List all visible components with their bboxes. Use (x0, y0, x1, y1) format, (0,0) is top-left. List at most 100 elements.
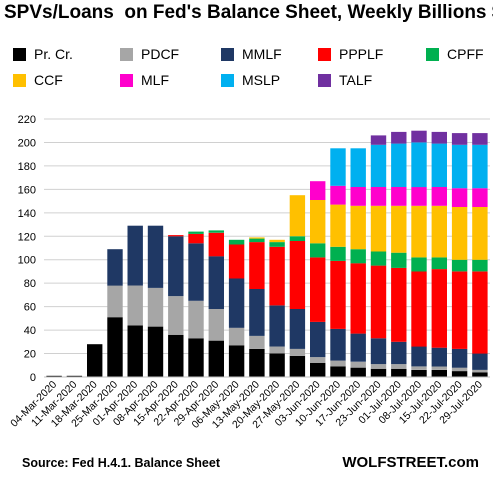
bar-segment-cpff (431, 257, 447, 270)
bar-segment-talf (370, 135, 387, 145)
bar-segment-pr-cr (208, 340, 224, 377)
bar-segment-ccf (431, 205, 447, 258)
bar-segment-ccf (370, 205, 387, 252)
bar-segment-ccf (249, 237, 265, 239)
bar-segment-cpff (350, 249, 366, 264)
bar-segment-ccf (411, 205, 427, 258)
bar-segment-ppplf (310, 257, 326, 322)
legend-swatch (13, 73, 26, 87)
bar-segment-cpff (228, 239, 245, 245)
bar-segment-pr-cr (107, 317, 123, 377)
bar-segment-cpff (451, 259, 468, 272)
bar-segment-cpff (188, 231, 204, 234)
bar-segment-pr-cr (330, 366, 346, 377)
bar-segment-mmlf (391, 341, 407, 365)
bar-segment-cpff (370, 251, 387, 266)
y-tick-label: 100 (18, 255, 36, 267)
legend-label: MMLF (242, 46, 282, 62)
bar-segment-mslp (451, 144, 468, 189)
bar-segment-ccf (310, 199, 326, 244)
bar-segment-pr-cr (127, 325, 143, 377)
bar-segment-mlf (370, 187, 387, 206)
bar-segment-mmlf (370, 338, 387, 365)
bar-segment-ppplf (188, 233, 204, 244)
bar-segment-mmlf (107, 249, 123, 286)
legend-swatch (221, 47, 234, 61)
bar-segment-mlf (350, 187, 366, 206)
bar-segment-ppplf (208, 232, 224, 257)
y-tick-label: 140 (18, 208, 36, 220)
bar-segment-cpff (269, 242, 285, 247)
bar-segment-mmlf (127, 225, 143, 286)
bar-segment-ppplf (350, 263, 366, 334)
legend-item-ppplf: PPPLF (318, 46, 383, 62)
bar-segment-mmlf (330, 328, 346, 361)
bar-segment-pdcf (330, 360, 346, 367)
bar-segment-mmlf (147, 225, 164, 288)
bar-segment-mmlf (208, 256, 224, 309)
bar-segment-pr-cr (472, 372, 488, 377)
bar-segment-pdcf (472, 370, 488, 373)
bar-segment-cpff (391, 252, 407, 268)
bar-segment-ppplf (168, 235, 184, 237)
bar-segment-mslp (411, 142, 427, 188)
legend-swatch (13, 47, 26, 61)
y-tick-label: 180 (18, 161, 36, 173)
bar-segment-mmlf (269, 305, 285, 347)
bar-segment-ppplf (330, 260, 346, 329)
legend-item-cpff: CPFF (426, 46, 484, 62)
chart-legend: Pr. Cr. PDCF MMLF PPPLF CPFF CCF MLF MSLP TALF (0, 46, 493, 98)
bar-segment-ppplf (289, 241, 306, 309)
bar-segment-cpff (289, 236, 306, 241)
bar-segment-mslp (350, 148, 366, 187)
legend-label: TALF (339, 72, 373, 88)
y-tick-label: 200 (18, 137, 36, 149)
bar-segment-cpff (411, 257, 427, 272)
bar-segment-mlf (411, 187, 427, 206)
bar-segment-mlf (310, 181, 326, 200)
bar-segment-pr-cr (66, 375, 83, 377)
bar-segment-ccf (472, 207, 488, 260)
legend-label: CCF (34, 72, 63, 88)
bar-segment-cpff (472, 259, 488, 272)
source-note: Source: Fed H.4.1. Balance Sheet (22, 456, 220, 470)
bar-segment-pr-cr (289, 355, 306, 377)
bar-segment-talf (391, 131, 407, 144)
legend-swatch (120, 47, 133, 61)
bar-segment-mslp (370, 144, 387, 187)
bar-segment-pdcf (289, 348, 306, 356)
bar-segment-mlf (330, 185, 346, 205)
bar-segment-mlf (451, 188, 468, 207)
chart-title: SPVs/Loans on Fed's Balance Sheet, Weekl… (4, 2, 493, 23)
bar-segment-mslp (472, 144, 488, 189)
bar-segment-pdcf (208, 309, 224, 341)
legend-swatch (318, 73, 331, 87)
legend-item-pdcf: PDCF (120, 46, 179, 62)
bar-segment-mmlf (228, 278, 245, 328)
bar-segment-talf (472, 133, 488, 145)
bar-segment-pdcf (168, 296, 184, 335)
bar-segment-ppplf (451, 271, 468, 349)
bar-segment-pr-cr (269, 353, 285, 377)
bar-segment-pr-cr (350, 367, 366, 377)
legend-item-mmlf: MMLF (221, 46, 282, 62)
y-tick-label: 220 (18, 114, 36, 126)
bar-segment-mmlf (411, 346, 427, 367)
bar-segment-pr-cr (168, 334, 184, 377)
bar-segment-cpff (208, 230, 224, 233)
legend-swatch (120, 73, 133, 87)
bar-segment-pdcf (188, 300, 204, 339)
bar-segment-mmlf (168, 236, 184, 297)
bar-segment-mmlf (249, 289, 265, 336)
bar-segment-ccf (350, 205, 366, 250)
legend-label: PDCF (141, 46, 180, 62)
bar-segment-pr-cr (370, 368, 387, 377)
bar-segment-ppplf (249, 242, 265, 289)
bar-segment-cpff (249, 238, 265, 243)
bar-segment-pdcf (228, 327, 245, 346)
bar-segment-pr-cr (249, 348, 265, 377)
bar-segment-ppplf (472, 271, 488, 354)
y-tick-label: 0 (30, 372, 36, 384)
